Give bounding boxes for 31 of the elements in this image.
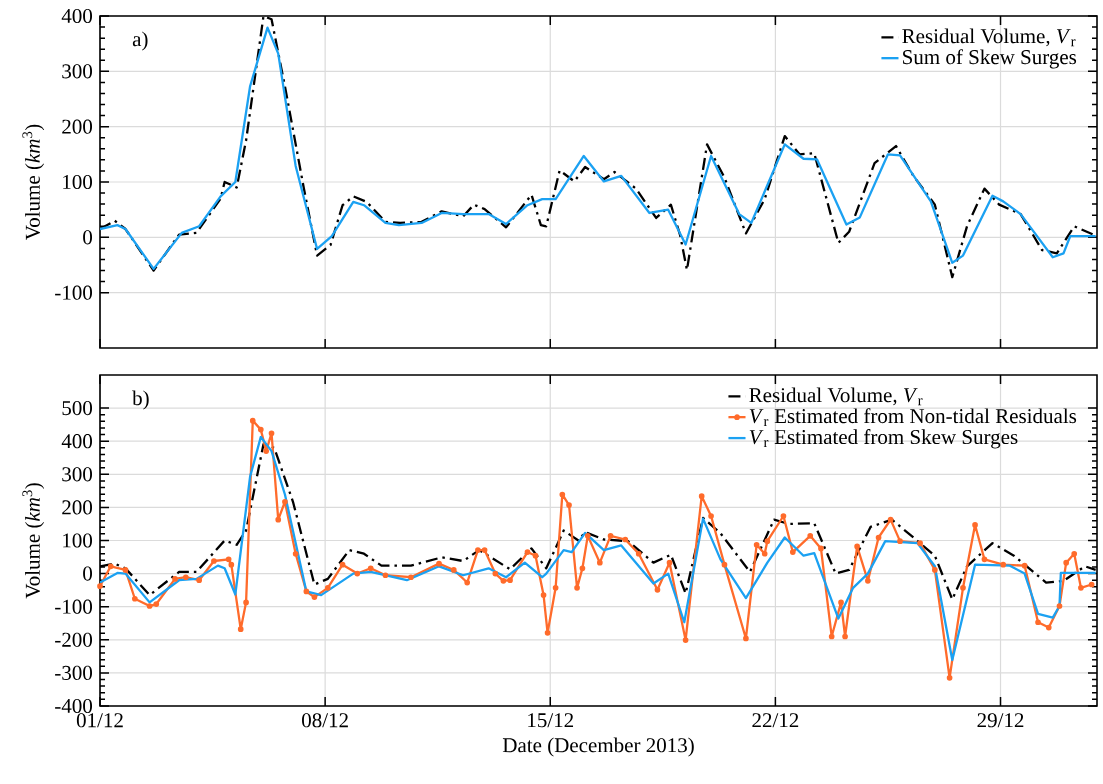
y-tick-label: -400 xyxy=(55,698,93,714)
y-tick-label: 200 xyxy=(62,500,93,515)
annotation: a) xyxy=(132,31,148,51)
y-tick-label: 300 xyxy=(62,467,93,482)
legend-label: Residual Volume, V$_{r}$ xyxy=(749,387,923,406)
x-tick-label: 08/12 xyxy=(302,713,348,728)
y-tick-label: -100 xyxy=(55,599,93,614)
y-tick-label: 100 xyxy=(63,533,93,548)
y-tick-label: -200 xyxy=(55,632,93,647)
y-tick-label: 500 xyxy=(62,401,93,416)
y-tick-label: 400 xyxy=(61,8,93,24)
y-tick-label: 100 xyxy=(63,174,93,190)
y-tick-label: -300 xyxy=(55,665,93,680)
legend-label: Sum of Skew Surges xyxy=(903,49,1077,69)
x-tick-label: 01/12 xyxy=(76,713,123,728)
y-axis-title: Volume (km$^{3}$) xyxy=(22,483,45,599)
y-tick-label: 200 xyxy=(62,119,93,134)
y-tick-label: 300 xyxy=(62,64,93,79)
x-tick-label: 22/12 xyxy=(752,713,799,728)
y-tick-label: -100 xyxy=(55,285,93,300)
x-tick-label: 29/12 xyxy=(977,713,1024,728)
x-axis-title: Date (December 2013) xyxy=(502,737,694,757)
y-axis-title: Volume (km$^{3}$) xyxy=(22,124,45,241)
legend-label: V$_{r}$ Estimated from Skew Surges xyxy=(749,429,1018,449)
y-tick-label: 400 xyxy=(61,434,93,449)
x-tick-label: 15/12 xyxy=(528,713,574,728)
y-tick-label: 0 xyxy=(83,566,93,581)
legend-label: Residual Volume, V$_{r}$ xyxy=(902,28,1076,47)
annotation: b) xyxy=(132,390,149,410)
legend-label: V$_{r}$ Estimated from Non-tidal Residuals xyxy=(749,408,1077,427)
y-tick-label: 0 xyxy=(83,230,93,245)
